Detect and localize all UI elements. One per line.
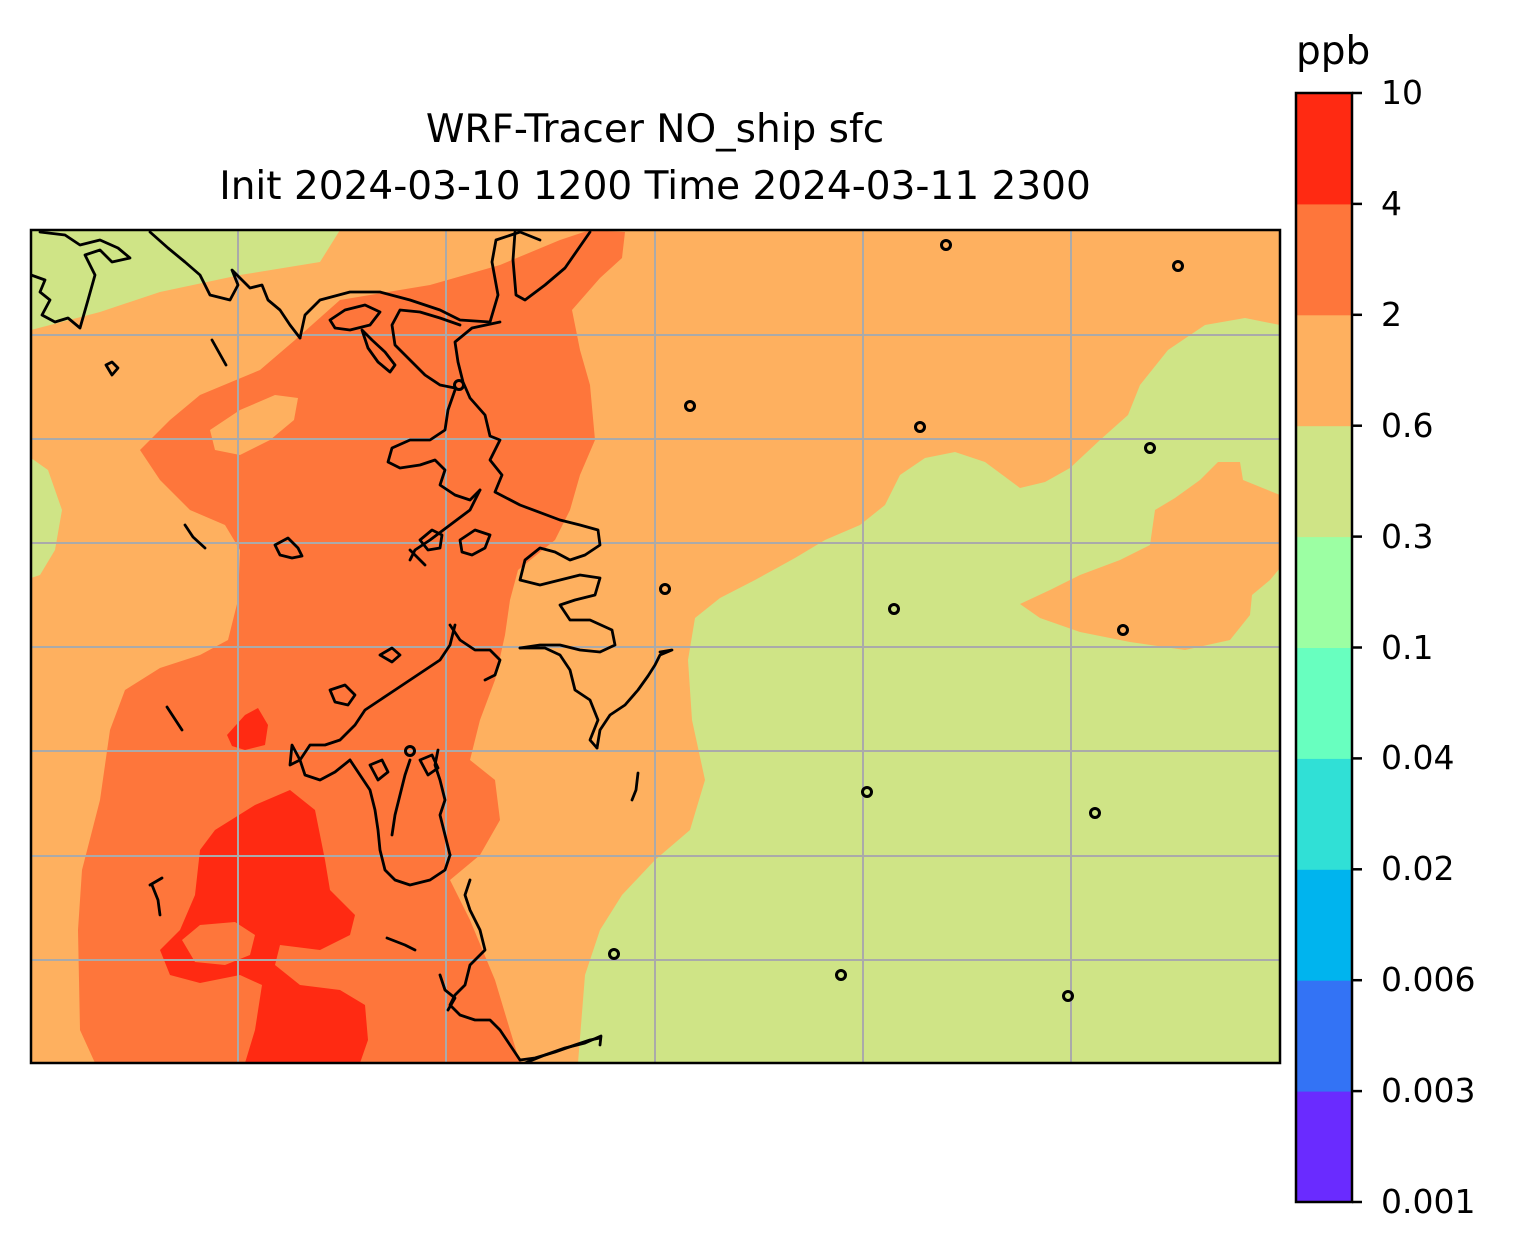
field-band-0-3-0-6-west bbox=[31, 458, 62, 578]
colorbar-tick-label: 0.04 bbox=[1381, 738, 1455, 778]
colorbar-tick-label: 4 bbox=[1381, 183, 1402, 223]
colorbar-segment bbox=[1296, 758, 1352, 870]
colorbar-segment bbox=[1296, 1091, 1352, 1203]
station-marker bbox=[453, 379, 465, 391]
station-marker bbox=[1089, 807, 1101, 819]
colorbar-segment bbox=[1296, 314, 1352, 427]
colorbar bbox=[1294, 91, 1362, 1204]
field-band-4-10-main bbox=[160, 790, 368, 1063]
station-markers bbox=[404, 239, 1184, 1002]
colorbar-segment bbox=[1296, 425, 1352, 538]
station-marker bbox=[608, 948, 620, 960]
colorbar-tick-label: 10 bbox=[1381, 73, 1423, 112]
station-marker bbox=[914, 421, 926, 433]
colorbar-segment bbox=[1296, 203, 1352, 316]
field-band-0-6-2-east-island bbox=[1020, 462, 1280, 650]
colorbar-segment bbox=[1296, 93, 1352, 205]
field-band-0-3-0-6-nw bbox=[31, 230, 340, 330]
colorbar-tick-label: 0.1 bbox=[1381, 627, 1434, 667]
field-band-0-3-0-6-east bbox=[578, 318, 1280, 1063]
station-marker bbox=[861, 786, 873, 798]
station-marker bbox=[1117, 624, 1129, 636]
colorbar-tick-label: 0.6 bbox=[1381, 405, 1434, 445]
station-marker bbox=[835, 969, 847, 981]
station-marker bbox=[404, 745, 416, 757]
colorbar-tick-label: 0.006 bbox=[1381, 960, 1476, 1000]
coastlines bbox=[31, 230, 674, 1063]
map-frame bbox=[29, 228, 1282, 1065]
station-marker bbox=[1062, 990, 1074, 1002]
chart-subtitle: Init 2024-03-10 1200 Time 2024-03-11 230… bbox=[219, 164, 1091, 209]
colorbar-tick-label: 0.02 bbox=[1381, 849, 1455, 889]
station-marker bbox=[888, 603, 900, 615]
colorbar-tick-label: 0.3 bbox=[1381, 516, 1434, 556]
colorbar-unit-label: ppb bbox=[1296, 29, 1371, 74]
field-band-2-4-hole bbox=[182, 922, 255, 965]
colorbar-segment bbox=[1296, 536, 1352, 648]
colorbar-segment bbox=[1296, 980, 1352, 1092]
colorbar-tick-label: 0.001 bbox=[1381, 1182, 1476, 1221]
gridlines bbox=[31, 230, 1280, 1063]
station-marker bbox=[684, 400, 696, 412]
colorbar-segment bbox=[1296, 869, 1352, 981]
station-marker bbox=[940, 239, 952, 251]
colorbar-tick-label: 0.003 bbox=[1381, 1071, 1476, 1111]
station-marker bbox=[659, 583, 671, 595]
colorbar-segment bbox=[1296, 647, 1352, 759]
station-marker bbox=[1144, 442, 1156, 454]
chart-title: WRF-Tracer NO_ship sfc bbox=[425, 107, 885, 152]
station-marker bbox=[1172, 260, 1184, 272]
colorbar-tick-label: 2 bbox=[1381, 294, 1402, 334]
